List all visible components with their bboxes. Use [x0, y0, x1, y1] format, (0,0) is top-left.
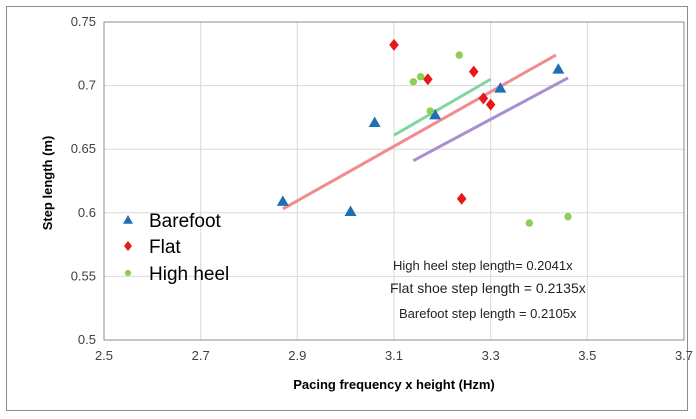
- data-point-high-heel: [426, 107, 434, 115]
- x-tick-label: 3.3: [482, 348, 500, 363]
- data-point-high-heel: [564, 212, 572, 221]
- legend-marker-high-heel: [124, 269, 132, 277]
- y-tick-label: 0.7: [78, 78, 96, 93]
- data-point-flat: [423, 73, 433, 86]
- data-points: [276, 38, 572, 227]
- data-point-flat: [478, 92, 489, 105]
- legend-label-barefoot: Barefoot: [149, 211, 222, 232]
- x-tick-label: 2.9: [288, 348, 306, 363]
- data-point-barefoot: [494, 82, 507, 93]
- trendline-flat: [282, 53, 557, 211]
- data-point-barefoot: [344, 205, 357, 217]
- y-tick-label: 0.75: [71, 14, 96, 29]
- data-point-flat: [468, 65, 479, 78]
- x-tick-label: 3.7: [675, 348, 693, 363]
- legend-marker-flat: [124, 241, 132, 251]
- annotation-flat: Flat shoe step length = 0.2135x: [390, 280, 586, 296]
- data-point-flat: [456, 192, 467, 205]
- x-tick-label: 3.1: [385, 348, 403, 363]
- legend-marker-symbol: [123, 215, 133, 224]
- data-point-high-heel: [416, 72, 425, 81]
- y-tick-label: 0.65: [71, 141, 96, 156]
- y-tick-label: 0.5: [78, 332, 96, 347]
- legend-label-high-heel: High heel: [149, 264, 229, 285]
- y-tick-label: 0.55: [71, 268, 96, 283]
- x-axis-title: Pacing frequency x height (Hzm): [293, 377, 495, 392]
- y-axis-title: Step length (m): [40, 136, 55, 231]
- x-tick-label: 2.7: [192, 348, 210, 363]
- data-point-high-heel: [409, 78, 418, 86]
- annotation-high-heel: High heel step length= 0.2041x: [393, 258, 573, 273]
- annotation-barefoot: Barefoot step length = 0.2105x: [399, 306, 577, 321]
- x-tick-label: 2.5: [95, 348, 113, 363]
- trendline-barefoot: [412, 76, 569, 162]
- data-point-barefoot: [276, 195, 289, 206]
- tick-labels: 2.5 2.7 2.9 3.1 3.3 3.5 3.7 0.5 0.55 0.6 0.65 0.7 0.…: [71, 14, 693, 363]
- legend-label-flat: Flat: [149, 237, 181, 258]
- data-point-flat: [389, 38, 399, 51]
- trendlines: [282, 53, 569, 211]
- data-point-barefoot: [552, 63, 565, 74]
- legend: Barefoot Flat High heel: [123, 211, 229, 285]
- y-tick-label: 0.6: [78, 205, 96, 220]
- x-tick-label: 3.5: [578, 348, 596, 363]
- data-point-barefoot: [368, 116, 381, 127]
- data-point-high-heel: [525, 219, 534, 227]
- trendline-high-heel: [393, 77, 492, 137]
- legend-marker-symbol: [124, 269, 132, 277]
- legend-marker-barefoot: [123, 215, 133, 224]
- data-point-barefoot: [429, 108, 442, 120]
- data-point-flat: [485, 98, 496, 111]
- legend-marker-symbol: [124, 241, 132, 251]
- data-point-high-heel: [455, 51, 463, 59]
- chart-frame: [6, 6, 688, 411]
- plot-area: [103, 21, 685, 341]
